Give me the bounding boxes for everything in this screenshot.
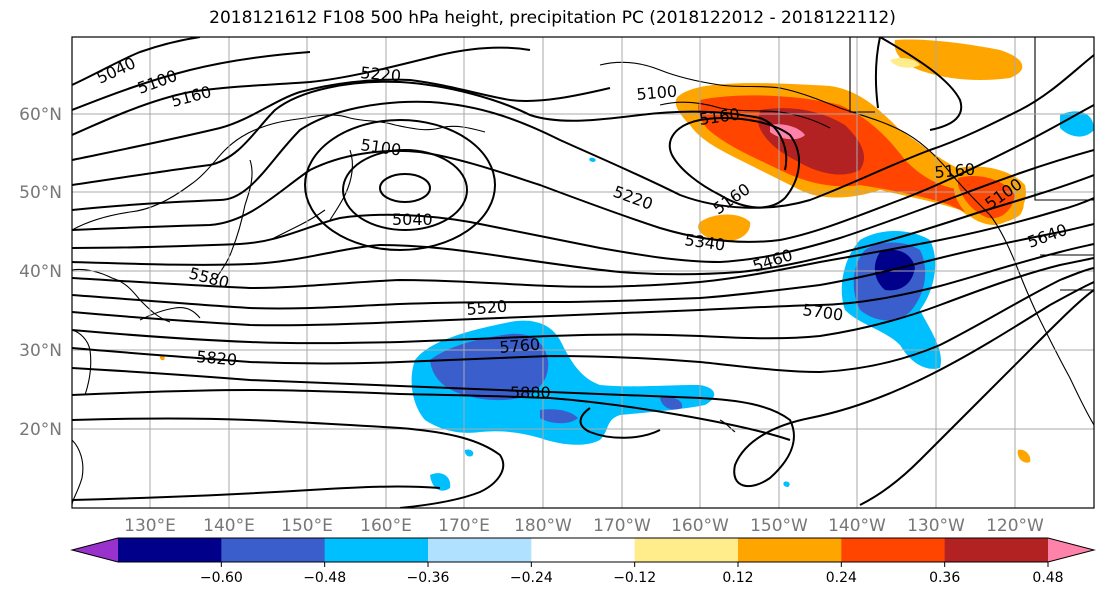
contour-label: 5160 [934, 160, 976, 182]
height-contour [874, 37, 881, 109]
map-frame [71, 36, 1095, 509]
height-contour [72, 417, 505, 508]
colorbar-segment [738, 538, 842, 562]
lon-label: 160°W [671, 516, 729, 536]
colorbar-tick-label: −0.24 [510, 570, 553, 586]
latitude-labels: 60°N 50°N 40°N 30°N 20°N [19, 105, 62, 440]
height-contour [72, 80, 788, 186]
height-contour [72, 485, 441, 501]
height-contour [304, 119, 496, 251]
colorbar-segment [531, 538, 636, 562]
colorbar-tick-label: −0.36 [407, 570, 450, 586]
height-contour [72, 51, 311, 111]
coastlines [72, 37, 1094, 506]
height-contour [72, 388, 791, 441]
height-contour [72, 281, 1094, 487]
lat-label: 40°N [19, 262, 62, 282]
height-contour [72, 257, 1094, 345]
height-contour [879, 37, 963, 131]
lon-label: 160°E [360, 516, 412, 536]
height-contour [72, 104, 1094, 243]
lat-label: 60°N [19, 105, 62, 125]
lon-label: 130°E [124, 516, 176, 536]
height-contour [72, 149, 1094, 264]
lon-label: 150°W [750, 516, 808, 536]
colorbar-tick-label: 0.24 [826, 570, 857, 586]
height-contour [72, 223, 1094, 310]
map-title: 2018121612 F108 500 hPa height, precipit… [209, 8, 896, 28]
height-contour [379, 173, 431, 203]
colorbar-segment [221, 538, 326, 562]
colorbar-segment [428, 538, 532, 562]
height-contour [72, 197, 1094, 290]
lon-label: 170°E [438, 516, 490, 536]
height-contour [72, 46, 531, 136]
colorbar-segment [324, 538, 429, 562]
contour-label: 5820 [196, 347, 238, 369]
contour-labels: 5040 5100 5160 5220 5100 5100 5160 5040 … [94, 53, 1070, 402]
height-contour [72, 78, 611, 161]
lat-label: 30°N [19, 341, 62, 361]
colorbar: −0.60 −0.48 −0.36 −0.24 −0.12 0.12 0.24 0.36 0.4… [70, 537, 1096, 586]
colorbar-extend-max [1048, 538, 1094, 562]
height-contour [72, 267, 1094, 374]
colorbar-extend-min [72, 538, 118, 562]
height-contours [72, 37, 1094, 508]
height-contour [579, 407, 661, 439]
height-contour [72, 54, 1094, 211]
colorbar-segment [118, 538, 222, 562]
height-contour [72, 174, 1094, 276]
lat-label: 20°N [19, 420, 62, 440]
colorbar-tick-label: 0.12 [722, 570, 753, 586]
contour-label: 5040 [392, 210, 433, 229]
colorbar-segment [841, 538, 946, 562]
lon-label: 180°W [514, 516, 572, 536]
colorbar-tick-label: −0.48 [303, 570, 346, 586]
colorbar-tick-label: −0.60 [200, 570, 243, 586]
longitude-labels: 130°E 140°E 150°E 160°E 170°E 180°W 170°… [124, 516, 1044, 536]
colorbar-tick-label: −0.12 [613, 570, 656, 586]
colorbar-segment [634, 538, 739, 562]
contour-label: 5520 [466, 297, 508, 319]
lon-label: 150°E [281, 516, 333, 536]
height-contour [859, 289, 1094, 506]
lon-label: 140°E [203, 516, 255, 536]
lon-label: 130°W [907, 516, 965, 536]
colorbar-outline [70, 537, 1096, 563]
height-contour [668, 117, 801, 209]
lon-label: 170°W [593, 516, 651, 536]
colorbar-segment [944, 538, 1049, 562]
contour-label: 5100 [636, 82, 678, 104]
height-contour [72, 37, 201, 86]
colorbar-tick-label: 0.48 [1032, 570, 1063, 586]
lon-label: 120°W [986, 516, 1044, 536]
height-contour [72, 243, 1094, 327]
contour-label: 5880 [510, 383, 551, 402]
contour-label: 5220 [360, 63, 402, 85]
lon-label: 140°W [828, 516, 886, 536]
contour-label: 5760 [499, 335, 541, 357]
colorbar-tick-label: 0.36 [929, 570, 960, 586]
lat-label: 50°N [19, 183, 62, 203]
